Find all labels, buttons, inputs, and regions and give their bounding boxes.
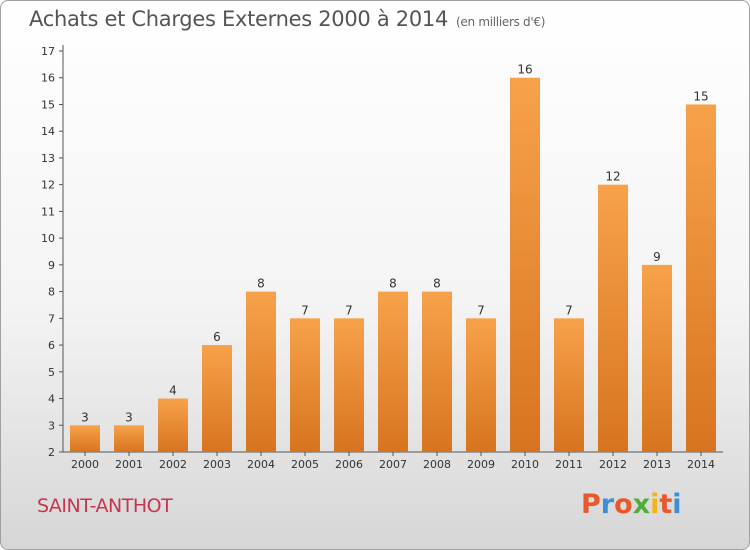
bar-value-label: 16 [517,63,532,77]
y-tick-label: 10 [41,232,55,245]
bar [202,345,232,452]
x-tick-label: 2004 [247,458,275,471]
y-tick-label: 17 [41,45,55,58]
x-tick-label: 2011 [555,458,583,471]
title-text: Achats et Charges Externes 2000 à 2014 [29,7,449,31]
x-tick-label: 2008 [423,458,451,471]
x-tick-label: 2002 [159,458,187,471]
bar [378,291,408,452]
bar-value-label: 7 [477,303,485,317]
bar-value-label: 9 [653,250,661,264]
bar [70,425,100,452]
bar [246,291,276,452]
y-tick-label: 16 [41,72,55,85]
logo-letter: t [659,489,673,520]
bar-value-label: 8 [433,277,441,291]
chart-title: Achats et Charges Externes 2000 à 2014 (e… [29,7,545,31]
place-name: SAINT-ANTHOT [37,495,173,517]
x-tick-label: 2007 [379,458,407,471]
y-tick-label: 9 [48,259,55,272]
logo-letter: i [672,489,682,520]
bar [422,291,452,452]
y-tick-label: 7 [48,312,55,325]
y-tick-label: 11 [41,205,55,218]
x-tick-label: 2013 [643,458,671,471]
x-tick-label: 2014 [687,458,715,471]
bar [466,318,496,452]
bar-value-label: 3 [125,410,133,424]
bar [686,104,716,452]
proxiti-logo: Proxiti [581,489,682,520]
bar-value-label: 7 [565,303,573,317]
x-tick-label: 2010 [511,458,539,471]
logo-letter: r [600,489,615,520]
x-tick-label: 2006 [335,458,363,471]
bar-value-label: 6 [213,330,221,344]
bar-value-label: 8 [257,277,265,291]
bar [510,77,540,452]
bar [290,318,320,452]
logo-letter: x [632,489,651,520]
y-tick-label: 14 [41,125,55,138]
y-tick-label: 4 [48,393,55,406]
x-tick-label: 2005 [291,458,319,471]
y-tick-label: 13 [41,152,55,165]
y-tick-label: 15 [41,98,55,111]
x-tick-label: 2003 [203,458,231,471]
y-tick-label: 3 [48,419,55,432]
logo-letter: i [650,489,660,520]
bar-value-label: 3 [81,410,89,424]
logo-letter: P [581,489,601,520]
bar-value-label: 15 [693,89,708,103]
y-tick-label: 12 [41,179,55,192]
bar [598,184,628,452]
x-tick-label: 2009 [467,458,495,471]
bar [334,318,364,452]
y-tick-label: 5 [48,366,55,379]
bar-value-label: 8 [389,277,397,291]
bar [642,264,672,452]
unit-label: (en milliers d'€) [456,15,546,29]
bar [158,398,188,452]
x-tick-label: 2001 [115,458,143,471]
x-tick-label: 2012 [599,458,627,471]
bar-value-label: 12 [605,170,620,184]
bar-value-label: 7 [345,303,353,317]
logo-letter: o [614,489,633,520]
x-tick-label: 2000 [71,458,99,471]
y-tick-label: 2 [48,446,55,459]
bar [554,318,584,452]
y-tick-label: 6 [48,339,55,352]
bar [114,425,144,452]
bar-value-label: 4 [169,384,177,398]
bar-value-label: 7 [301,303,309,317]
y-tick-label: 8 [48,286,55,299]
